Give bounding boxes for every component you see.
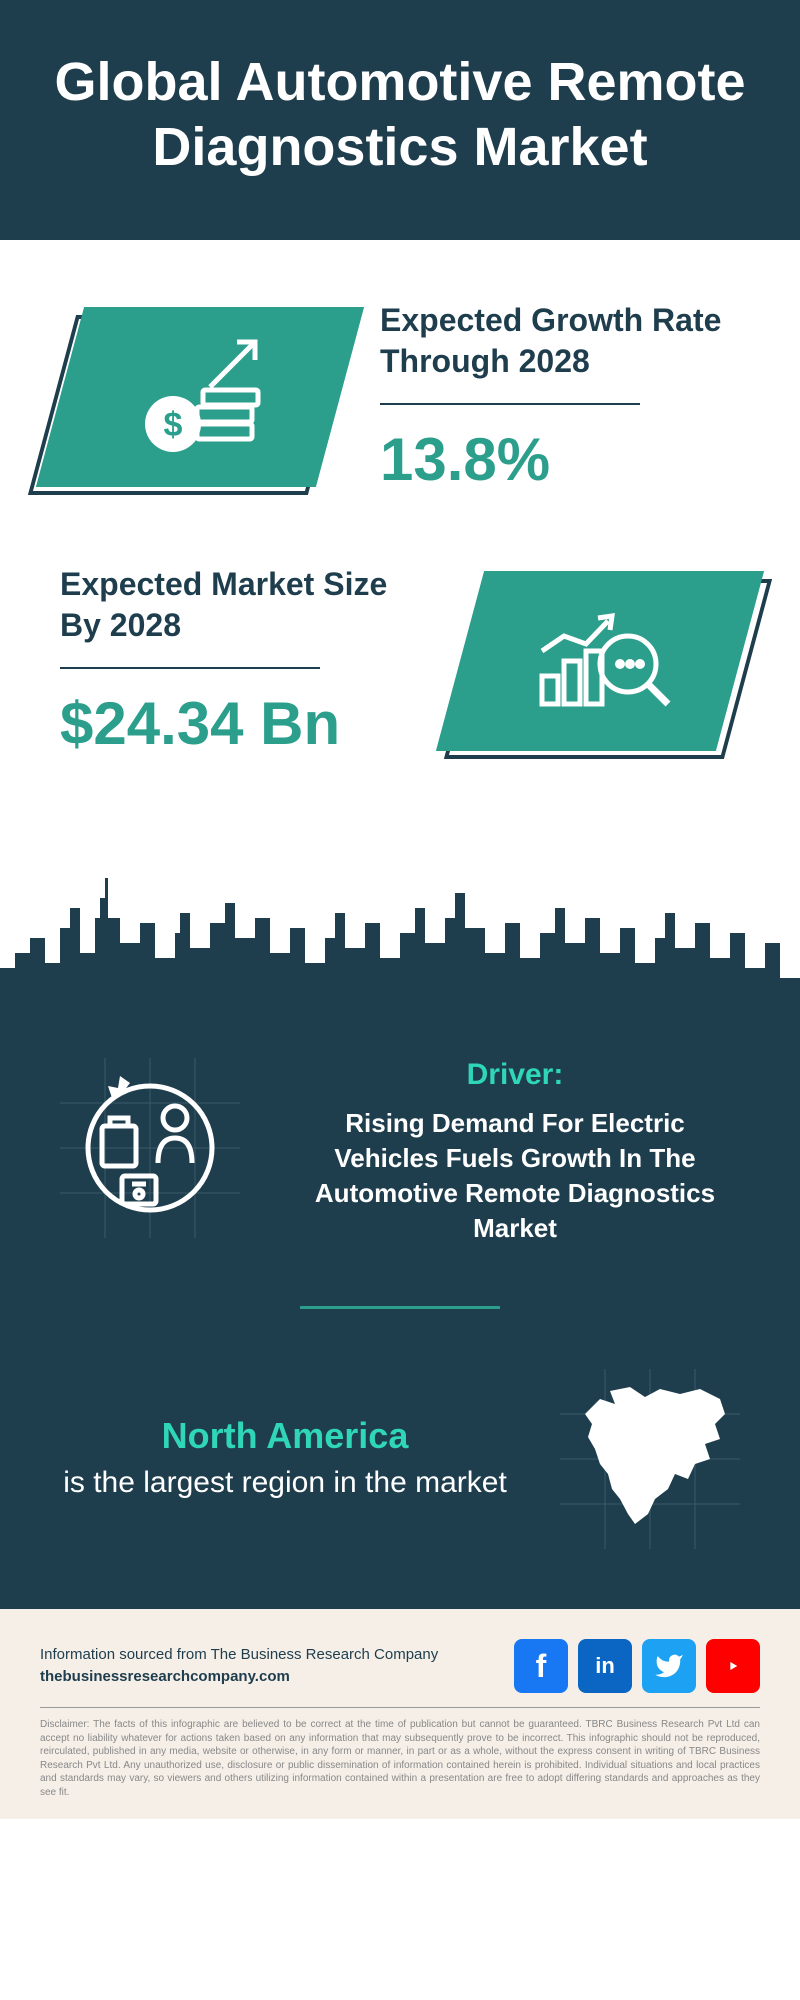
driver-text: Driver: Rising Demand For Electric Vehic… — [290, 1058, 740, 1246]
source-line2: thebusinessresearchcompany.com — [40, 1668, 290, 1685]
stat-value: 13.8% — [380, 425, 740, 494]
marketing-person-icon — [60, 1058, 240, 1238]
divider — [60, 667, 320, 669]
facebook-icon[interactable]: f — [514, 1639, 568, 1693]
linkedin-icon[interactable]: in — [578, 1639, 632, 1693]
twitter-icon[interactable] — [642, 1639, 696, 1693]
money-growth-icon: $ — [60, 307, 340, 487]
region-text: North America is the largest region in t… — [60, 1415, 510, 1504]
driver-label: Driver: — [290, 1058, 740, 1092]
stat-label: Expected Market Size By 2028 — [60, 564, 420, 647]
north-america-map-icon — [560, 1369, 740, 1549]
driver-block: Driver: Rising Demand For Electric Vehic… — [60, 1058, 740, 1246]
source-text: Information sourced from The Business Re… — [40, 1644, 438, 1689]
stat-market-size: Expected Market Size By 2028 $24.34 Bn — [60, 564, 740, 758]
stat-value: $24.34 Bn — [60, 689, 420, 758]
disclaimer: Disclaimer: The facts of this infographi… — [40, 1718, 760, 1799]
header: Global Automotive Remote Diagnostics Mar… — [0, 0, 800, 240]
stat-text: Expected Market Size By 2028 $24.34 Bn — [60, 564, 420, 758]
footer-top: Information sourced from The Business Re… — [40, 1639, 760, 1693]
region-desc: is the largest region in the market — [60, 1463, 510, 1504]
teal-divider — [300, 1306, 500, 1309]
region-name: North America — [60, 1415, 510, 1457]
source-line1: Information sourced from The Business Re… — [40, 1646, 438, 1663]
stat-label: Expected Growth Rate Through 2028 — [380, 300, 740, 383]
divider — [380, 403, 640, 405]
svg-text:$: $ — [164, 406, 183, 444]
stat-growth-rate: $ Expected Growth Rate Through 2028 13.8… — [60, 300, 740, 494]
page-title: Global Automotive Remote Diagnostics Mar… — [40, 50, 760, 180]
driver-desc: Rising Demand For Electric Vehicles Fuel… — [290, 1106, 740, 1246]
footer: Information sourced from The Business Re… — [0, 1609, 800, 1819]
stats-section: $ Expected Growth Rate Through 2028 13.8… — [0, 240, 800, 868]
stat-text: Expected Growth Rate Through 2028 13.8% — [380, 300, 740, 494]
youtube-icon[interactable] — [706, 1639, 760, 1693]
footer-divider — [40, 1707, 760, 1708]
social-icons: f in — [514, 1639, 760, 1693]
region-block: North America is the largest region in t… — [60, 1369, 740, 1549]
analytics-magnify-icon — [460, 571, 740, 751]
dark-section: Driver: Rising Demand For Electric Vehic… — [0, 1008, 800, 1609]
skyline-silhouette — [0, 868, 800, 1008]
